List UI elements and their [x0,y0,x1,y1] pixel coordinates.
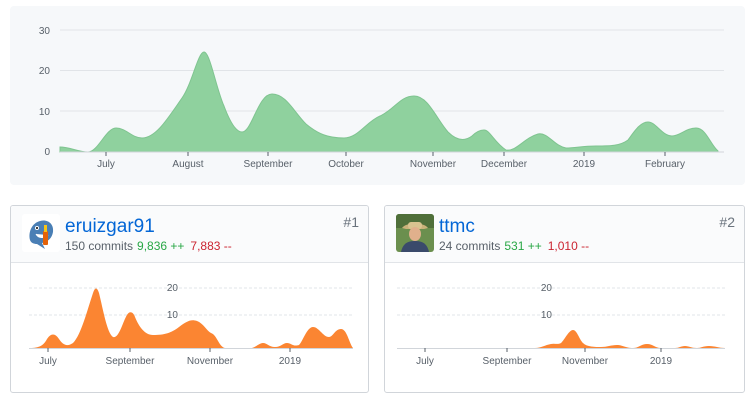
x-tick-label: August [172,159,203,170]
deletions-count: 1,010 -- [547,239,590,253]
contributor-header: eruizgar91 150 commits 9,836 ++ 7,883 -- #… [11,206,368,263]
y-tick-label: 10 [541,310,553,321]
y-tick-label: 20 [39,66,51,77]
contributor-stats: 24 commits 531 ++ 1,010 -- [439,239,589,253]
contributor-rank: #1 [343,214,359,230]
x-tick-label: 2019 [650,356,673,367]
commits-area [59,51,719,153]
x-tick-label: November [187,356,234,367]
contributor-card: ttmc 24 commits 531 ++ 1,010 -- #2 20 10 J… [384,205,745,393]
contributor-chart: 20 10 July September November 2019 [397,283,725,367]
x-tick-label: September [483,356,533,367]
y-tick-label: 30 [39,26,51,37]
x-tick-label: October [328,159,364,170]
y-tick-label: 0 [44,147,50,158]
x-tick-label: December [481,159,528,170]
shark-avatar[interactable] [22,214,60,252]
deletions-count: 7,883 -- [190,239,232,253]
contributor-header: ttmc 24 commits 531 ++ 1,010 -- #2 [385,206,744,263]
contributor-stats: 150 commits 9,836 ++ 7,883 -- [65,239,232,253]
y-tick-label: 20 [167,283,179,294]
y-axis: 30 20 10 0 [39,26,51,158]
contributor-card: eruizgar91 150 commits 9,836 ++ 7,883 -- #… [10,205,369,393]
x-tick-label: July [416,356,434,367]
y-tick-label: 10 [167,310,179,321]
x-axis: July August September October November D… [97,152,685,170]
y-tick-label: 10 [39,107,51,118]
contributor-area [397,330,725,348]
commit-count[interactable]: 150 commits [65,239,134,253]
x-tick-label: September [244,159,294,170]
additions-count: 531 ++ [504,239,542,253]
additions-count: 9,836 ++ [137,239,185,253]
x-tick-label: November [410,159,457,170]
contributor-chart: 20 10 July September November 2019 [29,283,353,367]
x-tick-label: February [645,159,685,170]
x-tick-label: July [97,159,115,170]
x-tick-label: July [39,356,57,367]
y-tick-label: 20 [541,283,553,294]
x-tick-label: 2019 [279,356,302,367]
commits-chart: 30 20 10 0 July August September October… [39,26,724,170]
contributor-name[interactable]: ttmc [439,216,475,237]
contributor-rank: #2 [719,214,735,230]
contributor-name[interactable]: eruizgar91 [65,216,155,237]
commits-over-time-card: 30 20 10 0 July August September October… [10,6,745,185]
contributor-area [29,288,353,348]
x-tick-label: 2019 [573,159,596,170]
x-tick-label: September [106,356,156,367]
x-tick-label: November [562,356,609,367]
commit-count[interactable]: 24 commits [439,239,501,253]
photo-avatar[interactable] [396,214,434,252]
grid-lines [60,29,724,112]
